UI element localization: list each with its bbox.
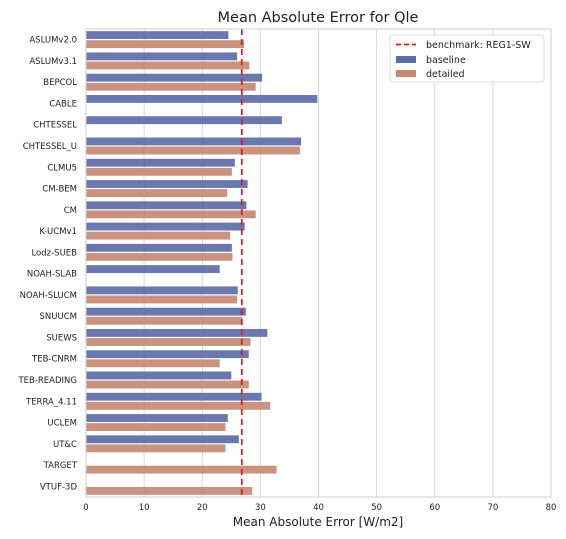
y-category-label: VTUF-3D	[40, 482, 78, 492]
bar-detailed-terra_4.11	[86, 401, 271, 410]
bar-baseline-suews	[86, 328, 268, 337]
bar-baseline-lodz-sueb	[86, 243, 232, 252]
y-category-label: K-UCMv1	[39, 227, 77, 237]
bar-detailed-k-ucmv1	[86, 231, 231, 240]
bar-detailed-noah-slucm	[86, 295, 238, 304]
y-category-label: TEB-READING	[17, 376, 77, 386]
x-tick-label: 30	[255, 503, 266, 513]
bar-baseline-aslumv3.1	[86, 52, 238, 61]
bar-baseline-chtessel_u	[86, 137, 302, 146]
y-category-label: NOAH-SLAB	[27, 270, 77, 280]
bar-baseline-bepcol	[86, 73, 263, 82]
legend-benchmark-label: benchmark: REG1-SW	[426, 40, 531, 51]
bar-baseline-snuucm	[86, 307, 246, 316]
bar-detailed-cm	[86, 210, 256, 219]
legend-box	[389, 34, 545, 83]
bars	[86, 31, 318, 495]
bar-baseline-noah-slucm	[86, 286, 238, 295]
bar-baseline-clmu5	[86, 158, 235, 167]
bar-detailed-vtuf-3d	[86, 486, 253, 495]
y-category-label: CHTESSEL	[33, 121, 77, 131]
bar-detailed-lodz-sueb	[86, 252, 233, 261]
bar-detailed-target	[86, 465, 277, 474]
bar-baseline-cm	[86, 201, 247, 210]
chart-title: Mean Absolute Error for Qle	[218, 10, 419, 26]
y-category-label: TEB-CNRM	[31, 355, 77, 365]
bar-baseline-cable	[86, 94, 318, 103]
bar-detailed-cm-bem	[86, 189, 228, 198]
x-axis-label: Mean Absolute Error [W/m2]	[233, 515, 403, 529]
y-category-label: CHTESSEL_U	[23, 142, 77, 152]
x-tick-label: 50	[371, 503, 382, 513]
bar-detailed-clmu5	[86, 167, 232, 176]
legend: benchmark: REG1-SW baseline detailed	[389, 34, 545, 83]
bar-detailed-chtessel_u	[86, 146, 300, 155]
x-tick-label: 80	[546, 503, 557, 513]
bar-baseline-teb-cnrm	[86, 350, 249, 359]
legend-baseline-swatch	[396, 56, 416, 63]
x-tick-label: 40	[313, 503, 324, 513]
y-category-label: CM-BEM	[42, 185, 77, 195]
y-category-label: CM	[64, 206, 77, 216]
x-tick-label: 70	[487, 503, 498, 513]
bar-detailed-uclem	[86, 423, 226, 432]
bar-baseline-cm-bem	[86, 180, 248, 188]
bar-baseline-uclem	[86, 414, 228, 422]
legend-detailed-label: detailed	[426, 69, 465, 80]
legend-baseline-label: baseline	[426, 55, 466, 66]
y-category-label: TERRA_4.11	[25, 397, 77, 407]
bar-baseline-teb-reading	[86, 371, 232, 380]
bar-detailed-snuucm	[86, 316, 243, 325]
x-tick-label: 60	[429, 503, 440, 513]
x-tick-label: 20	[197, 503, 208, 513]
plot-frame	[85, 28, 552, 498]
x-tick-label: 10	[139, 503, 150, 513]
y-category-label: SUEWS	[46, 333, 77, 343]
bar-detailed-teb-reading	[86, 380, 249, 389]
y-category-label: CABLE	[49, 99, 77, 109]
bar-baseline-ut&c	[86, 435, 239, 444]
y-category-label: UT&C	[53, 440, 77, 450]
y-category-label: Lodz-SUEB	[31, 248, 77, 258]
bar-baseline-chtessel	[86, 116, 282, 125]
bar-detailed-aslumv3.1	[86, 61, 250, 70]
bar-detailed-aslumv2.0	[86, 40, 245, 49]
bar-detailed-bepcol	[86, 82, 256, 91]
y-category-label: SNUUCM	[40, 312, 77, 322]
y-category-label: ASLUMv2.0	[29, 36, 77, 46]
bar-detailed-ut&c	[86, 444, 226, 453]
y-category-label: ASLUMv3.1	[29, 57, 77, 67]
bar-baseline-k-ucmv1	[86, 222, 245, 231]
y-category-label: TARGET	[43, 461, 78, 471]
bar-detailed-teb-cnrm	[86, 359, 220, 368]
x-ticks: 0 10 20 30 40 50 60 70 80	[83, 503, 556, 513]
y-category-label: CLMU5	[47, 163, 77, 173]
y-category-label: BEPCOL	[43, 78, 77, 88]
bar-baseline-noah-slab	[86, 265, 220, 274]
legend-detailed-swatch	[396, 70, 416, 77]
x-tick-label: 0	[83, 503, 88, 513]
bar-baseline-aslumv2.0	[86, 31, 229, 40]
y-categories: ASLUMv2.0 ASLUMv3.1 BEPCOL CABLE CHTESSEL CHT…	[17, 36, 77, 493]
bar-baseline-terra_4.11	[86, 392, 262, 401]
bar-detailed-suews	[86, 338, 251, 346]
y-category-label: NOAH-SLUCM	[20, 291, 77, 301]
y-category-label: UCLEM	[47, 419, 77, 429]
